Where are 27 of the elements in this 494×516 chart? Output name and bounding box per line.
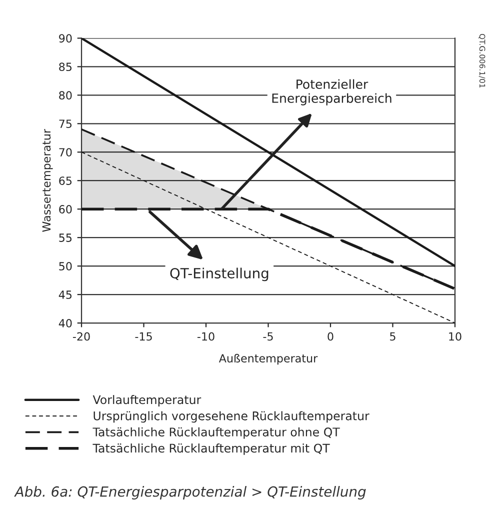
legend-label: Ursprünglich vorgesehene Rücklauftemperatur <box>94 411 370 423</box>
x-tick-label: 5 <box>390 332 396 341</box>
x-tick-label: -5 <box>263 332 273 341</box>
y-tick-label: 90 <box>59 34 72 43</box>
x-tick-label: 10 <box>449 332 462 341</box>
caption: Abb. 6a: QT-Energiesparpotenzial > QT-Einstellung <box>14 486 366 500</box>
legend-label: Vorlauftemperatur <box>92 395 202 406</box>
y-tick-label: 40 <box>58 318 72 328</box>
annotation: QT-Einstellung <box>170 268 268 282</box>
x-tick-label: 0 <box>328 332 334 341</box>
x-tick-label: -15 <box>135 332 152 341</box>
y-tick-label: 45 <box>58 290 72 299</box>
y-tick-label: 50 <box>59 262 72 270</box>
annotation: Potenzieller Energiesparbereich <box>272 79 392 106</box>
y-tick-label: 75 <box>59 120 72 128</box>
y-tick-label: 70 <box>59 148 72 156</box>
legend-label: Tatsächliche Rücklauftemperatur ohne QT <box>92 427 340 439</box>
x-tick-label: -10 <box>197 332 214 341</box>
y-tick-label: 55 <box>59 234 72 242</box>
y-axis-title: Wassertemperatur <box>42 128 53 232</box>
legend-label: Tatsächliche Rücklauftemperatur mit QT <box>92 443 330 455</box>
x-tick-label: -20 <box>72 332 90 341</box>
y-tick-label: 60 <box>59 205 72 214</box>
x-axis-title: Außentemperatur <box>218 354 318 365</box>
y-tick-label: 80 <box>59 91 72 100</box>
y-tick-label: 85 <box>59 62 72 72</box>
y-tick-label: 65 <box>59 176 72 185</box>
